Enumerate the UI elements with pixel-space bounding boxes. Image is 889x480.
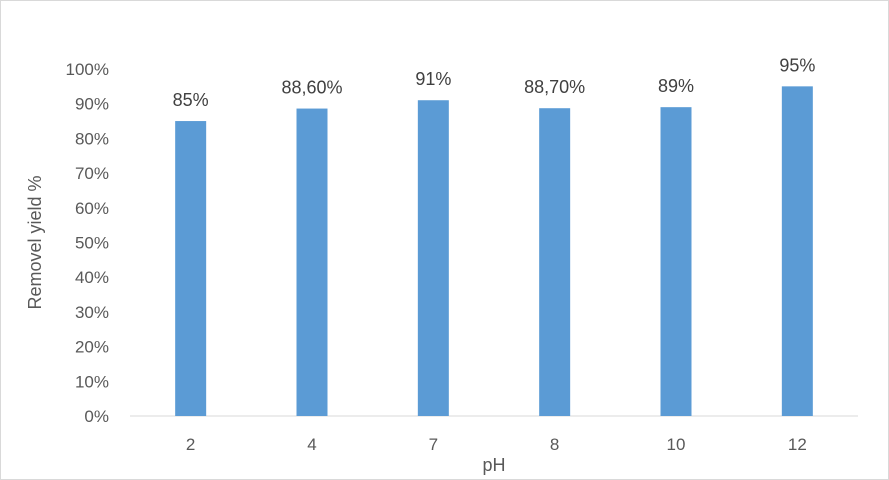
y-tick-label: 50% bbox=[75, 234, 109, 253]
y-tick-label: 70% bbox=[75, 164, 109, 183]
y-tick-label: 30% bbox=[75, 303, 109, 322]
x-axis-title: pH bbox=[482, 455, 505, 475]
y-tick-label: 20% bbox=[75, 338, 109, 357]
x-tick-label: 8 bbox=[550, 435, 559, 454]
bar bbox=[417, 100, 449, 416]
bar bbox=[539, 108, 571, 416]
y-tick-label: 100% bbox=[66, 60, 109, 79]
x-tick-label: 7 bbox=[429, 435, 438, 454]
data-label: 91% bbox=[415, 69, 451, 89]
x-tick-label: 2 bbox=[186, 435, 195, 454]
x-tick-label: 12 bbox=[788, 435, 807, 454]
x-tick-label: 10 bbox=[667, 435, 686, 454]
bars bbox=[175, 86, 813, 417]
bar bbox=[175, 121, 207, 417]
y-tick-label: 90% bbox=[75, 95, 109, 114]
bar bbox=[781, 86, 813, 416]
y-tick-label: 10% bbox=[75, 372, 109, 391]
x-axis-ticks: 2 4 7 8 10 12 bbox=[186, 435, 807, 454]
y-tick-label: 80% bbox=[75, 129, 109, 148]
x-tick-label: 4 bbox=[307, 435, 316, 454]
y-axis-ticks: 0% 10% 20% 30% 40% 50% 60% 70% 80% 90% 100% bbox=[66, 60, 109, 426]
y-tick-label: 0% bbox=[84, 407, 109, 426]
y-axis-title: Removel yield % bbox=[25, 175, 45, 309]
data-label: 88,70% bbox=[524, 77, 585, 97]
y-tick-label: 60% bbox=[75, 199, 109, 218]
data-labels: 85% 88,60% 91% 88,70% 89% 95% bbox=[173, 55, 816, 110]
data-label: 88,60% bbox=[281, 78, 342, 98]
bar bbox=[660, 107, 692, 417]
y-tick-label: 40% bbox=[75, 268, 109, 287]
data-label: 85% bbox=[173, 90, 209, 110]
data-label: 89% bbox=[658, 76, 694, 96]
data-label: 95% bbox=[779, 55, 815, 75]
bar bbox=[296, 108, 328, 417]
